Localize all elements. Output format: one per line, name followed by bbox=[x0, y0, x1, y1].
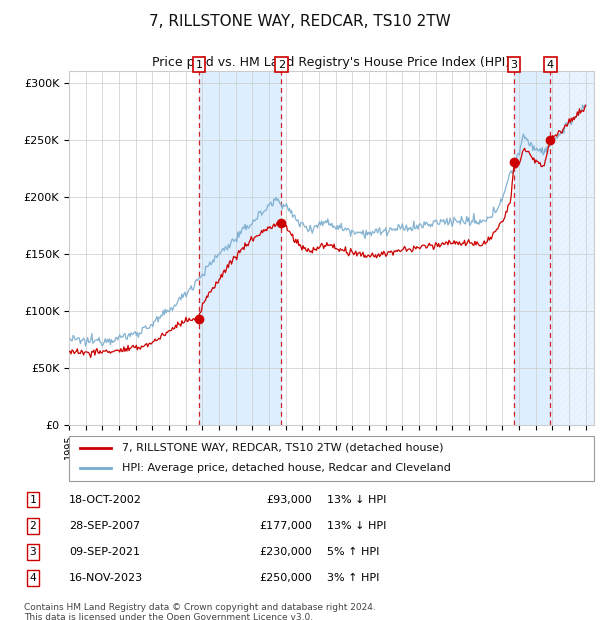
Text: 1: 1 bbox=[29, 495, 37, 505]
Text: 4: 4 bbox=[29, 573, 37, 583]
Text: Contains HM Land Registry data © Crown copyright and database right 2024.
This d: Contains HM Land Registry data © Crown c… bbox=[24, 603, 376, 620]
Text: 5% ↑ HPI: 5% ↑ HPI bbox=[327, 547, 379, 557]
Text: 7, RILLSTONE WAY, REDCAR, TS10 2TW: 7, RILLSTONE WAY, REDCAR, TS10 2TW bbox=[149, 14, 451, 29]
Title: Price paid vs. HM Land Registry's House Price Index (HPI): Price paid vs. HM Land Registry's House … bbox=[152, 56, 511, 69]
Text: HPI: Average price, detached house, Redcar and Cleveland: HPI: Average price, detached house, Redc… bbox=[121, 463, 451, 474]
Text: 3: 3 bbox=[511, 60, 517, 69]
Text: 13% ↓ HPI: 13% ↓ HPI bbox=[327, 495, 386, 505]
Text: 13% ↓ HPI: 13% ↓ HPI bbox=[327, 521, 386, 531]
Text: 4: 4 bbox=[547, 60, 554, 69]
Text: 09-SEP-2021: 09-SEP-2021 bbox=[69, 547, 140, 557]
Text: 1: 1 bbox=[196, 60, 202, 69]
Text: £93,000: £93,000 bbox=[266, 495, 312, 505]
Text: 18-OCT-2002: 18-OCT-2002 bbox=[69, 495, 142, 505]
Text: £230,000: £230,000 bbox=[259, 547, 312, 557]
Text: £250,000: £250,000 bbox=[259, 573, 312, 583]
Text: 2: 2 bbox=[29, 521, 37, 531]
Bar bbox=[550, 71, 594, 425]
Text: 2: 2 bbox=[278, 60, 285, 69]
Bar bbox=[514, 71, 550, 425]
Bar bbox=[199, 71, 281, 425]
Text: 28-SEP-2007: 28-SEP-2007 bbox=[69, 521, 140, 531]
Text: 16-NOV-2023: 16-NOV-2023 bbox=[69, 573, 143, 583]
Text: 7, RILLSTONE WAY, REDCAR, TS10 2TW (detached house): 7, RILLSTONE WAY, REDCAR, TS10 2TW (deta… bbox=[121, 443, 443, 453]
Text: 3% ↑ HPI: 3% ↑ HPI bbox=[327, 573, 379, 583]
Text: £177,000: £177,000 bbox=[259, 521, 312, 531]
Text: 3: 3 bbox=[29, 547, 37, 557]
FancyBboxPatch shape bbox=[69, 436, 594, 480]
